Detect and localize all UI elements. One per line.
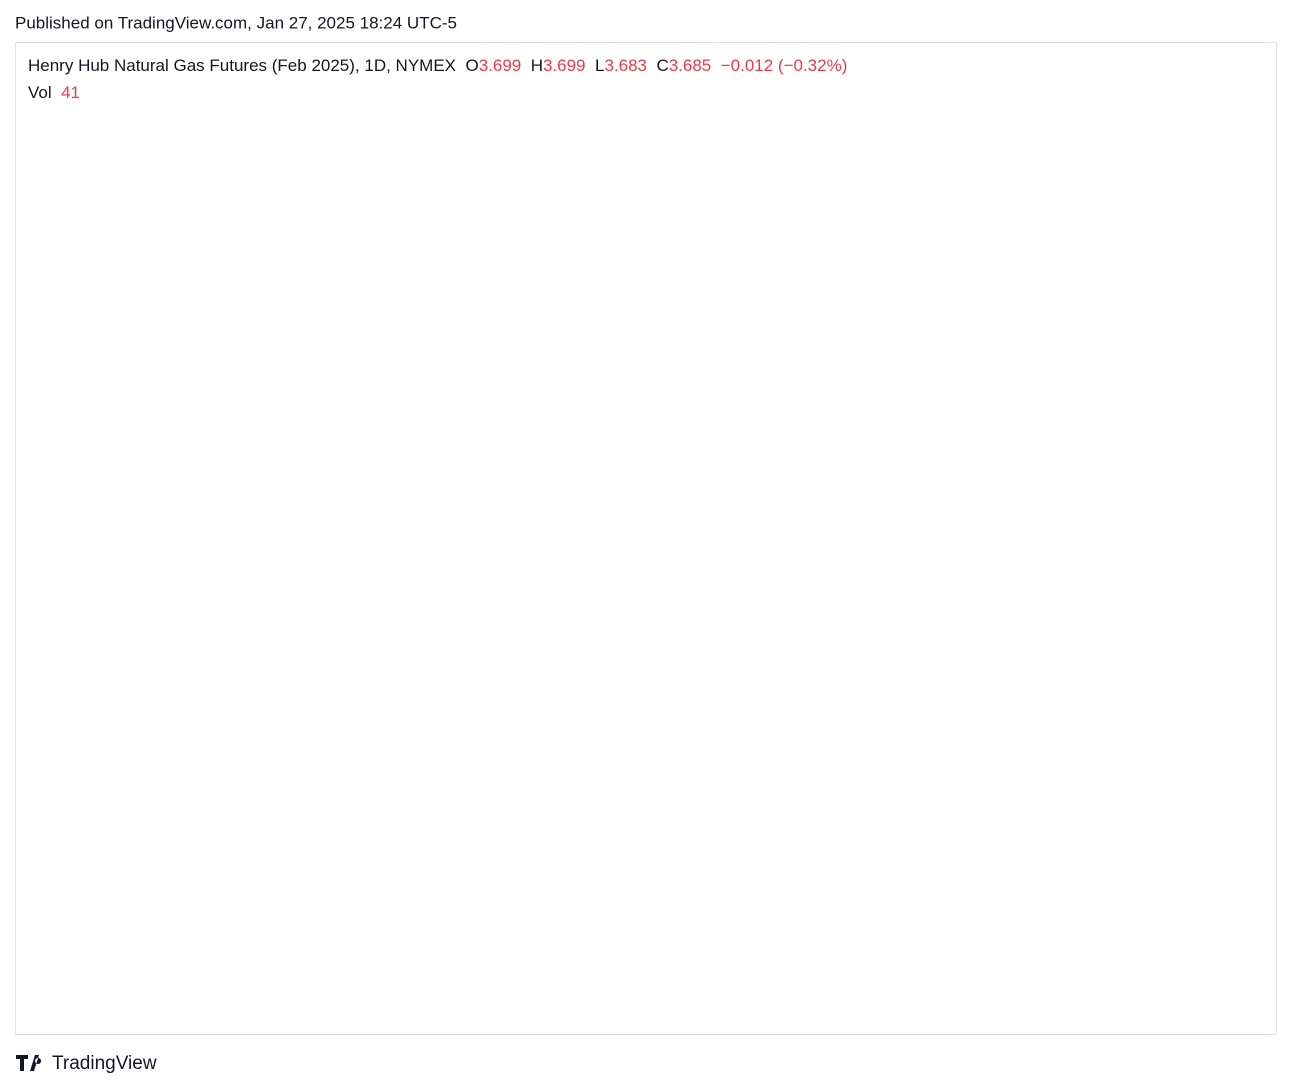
ohlc-value: 3.699 (478, 56, 522, 75)
volume-value: 41 (61, 83, 81, 102)
change: −0.012 (−0.32%) (720, 56, 848, 75)
ohlc-value: 3.685 (668, 56, 712, 75)
ohlc-label: L (594, 56, 605, 75)
legend-line: Henry Hub Natural Gas Futures (Feb 2025)… (28, 56, 847, 76)
ohlc-label: O (465, 56, 479, 75)
brand-logo: TradingView (16, 1053, 157, 1074)
ohlc-label: H (530, 56, 543, 75)
volume-legend: Vol 41 (28, 83, 80, 103)
ohlc-value: 3.699 (542, 56, 586, 75)
ohlc-value: 3.683 (604, 56, 647, 75)
published-note: Published on TradingView.com, Jan 27, 20… (15, 13, 457, 32)
volume-label: Vol (28, 83, 52, 102)
brand: TradingView (52, 1053, 157, 1074)
symbol-title: Henry Hub Natural Gas Futures (Feb 2025)… (28, 56, 456, 75)
ohlc-label: C (656, 56, 669, 75)
chart-frame (15, 42, 1277, 1035)
